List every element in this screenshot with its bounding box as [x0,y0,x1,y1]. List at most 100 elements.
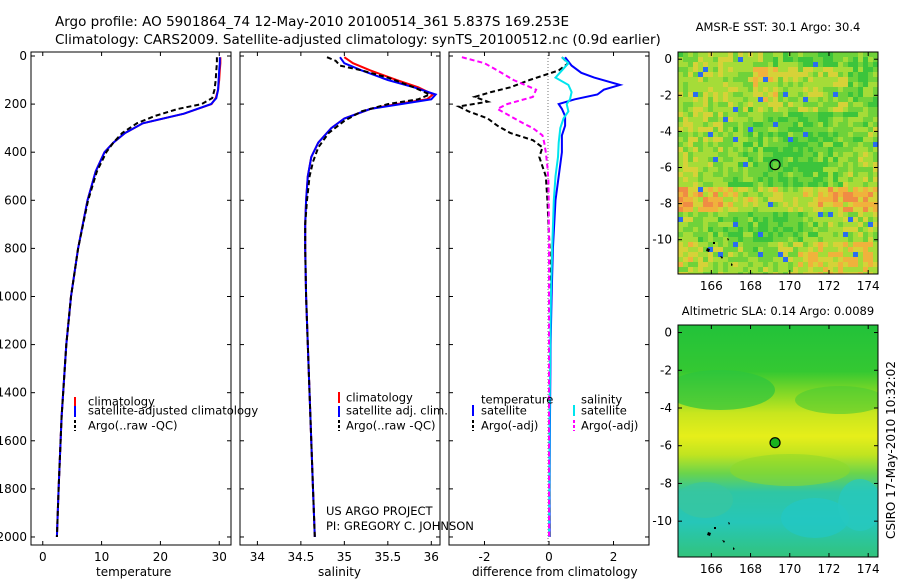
sst-cell [828,167,834,173]
sst-cell [693,57,699,63]
sst-cell [848,182,854,188]
sst-cell [838,162,844,168]
sst-cell [728,227,734,233]
sst-cell [768,217,774,223]
sst-cell [678,127,684,133]
figure-title-line1: Argo profile: AO 5901864_74 12-May-2010 … [55,14,569,30]
sst-cell [683,242,689,248]
sst-cell [683,152,689,158]
sst-cell [818,237,824,243]
sst-cell [763,217,769,223]
sst-cell [718,212,724,218]
sst-cell [798,247,804,253]
sst-cell [818,242,824,248]
sst-cell [798,122,804,128]
sst-cell [758,202,764,208]
sst-cell [793,92,799,98]
sst-cell [753,102,759,108]
sst-cell [698,167,704,173]
legend-label-sal-satellite: satellite [581,404,627,418]
sst-cell [823,262,829,268]
sst-cell [678,172,684,178]
sst-cell [793,127,799,133]
sst-cell [743,167,749,173]
sst-cell [678,82,684,88]
legend-label-temp-argo: Argo(-adj) [481,419,538,433]
sst-cell [853,257,859,263]
sst-cell [798,77,804,83]
sst-cell [813,147,819,153]
sst-cell [868,92,874,98]
sst-cell [738,262,744,268]
sst-cell [873,142,878,148]
sst-cell [733,217,739,223]
lon-tick-label: 170 [778,279,801,293]
sst-cell [788,237,794,243]
sst-cell [788,62,794,68]
sst-cell [783,112,789,118]
sst-cell [868,172,874,178]
sst-cell [698,152,704,158]
sst-cell [833,262,839,268]
sst-cell [743,157,749,163]
sst-cell [783,167,789,173]
sst-cell [828,212,834,218]
sst-cell [843,237,849,243]
sst-cell [738,162,744,168]
sst-cell [708,82,714,88]
sst-cell [798,157,804,163]
x-tick-label: 34.5 [288,550,315,564]
sst-cell [783,52,789,58]
sst-cell [743,177,749,183]
sst-cell [683,172,689,178]
sst-cell [703,227,709,233]
sst-cell [783,142,789,148]
sst-cell [778,242,784,248]
sst-cell [713,262,719,268]
sst-cell [728,237,734,243]
sst-cell [758,167,764,173]
sst-cell [773,162,779,168]
sst-cell [708,172,714,178]
sst-cell [853,212,859,218]
sst-cell [718,142,724,148]
sst-cell [808,207,814,213]
sst-cell [763,187,769,193]
sst-cell [763,57,769,63]
sst-cell [683,212,689,218]
sst-cell [788,177,794,183]
sst-cell [863,102,869,108]
sst-cell [708,187,714,193]
sst-cell [713,57,719,63]
sst-cell [728,167,734,173]
sst-cell [763,222,769,228]
sst-cell [798,67,804,73]
sst-cell [753,237,759,243]
lat-tick-label: 0 [664,326,672,340]
sst-cell [843,162,849,168]
sst-cell [828,247,834,253]
lon-tick-label: 174 [857,562,880,576]
sst-cell [828,162,834,168]
sst-cell [803,257,809,263]
sst-cell [843,102,849,108]
sst-cell [833,207,839,213]
sst-cell [678,112,684,118]
sst-cell [703,72,709,78]
depth-tick-label: 0 [19,49,27,63]
sst-cell [763,127,769,133]
sst-cell [728,122,734,128]
sst-cell [858,117,864,123]
sst-cell [873,222,878,228]
sst-cell [803,142,809,148]
sst-cell [688,217,694,223]
sst-cell [743,187,749,193]
sst-cell [828,112,834,118]
sst-cell [818,92,824,98]
sst-cell [718,247,724,253]
sst-cell [778,102,784,108]
sst-cell [713,77,719,83]
sst-cell [743,247,749,253]
sst-cell [848,237,854,243]
sst-cell [868,242,874,248]
